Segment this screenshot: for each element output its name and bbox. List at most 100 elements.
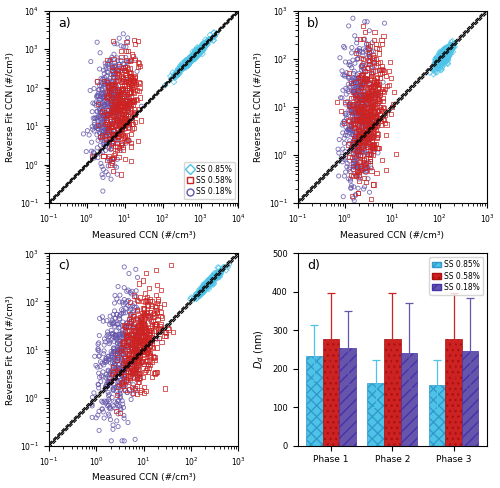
Point (348, 81, 356, 89)
Point (127, 69, 135, 77)
Point (118, 350, 126, 358)
Point (99, 75, 107, 83)
Point (114, 347, 122, 355)
Point (183, 61, 191, 69)
Point (156, 312, 164, 320)
Point (360, 80, 368, 88)
Point (100, 414, 108, 422)
Point (136, 339, 143, 347)
Point (206, 277, 214, 285)
Point (390, 88, 398, 96)
Point (356, 137, 364, 144)
Point (360, 124, 368, 132)
Point (368, 102, 376, 110)
Point (102, 109, 110, 117)
Point (126, 318, 134, 325)
Point (122, 119, 130, 126)
Point (121, 155, 129, 163)
Point (128, 389, 136, 397)
Point (99, 317, 107, 325)
Point (102, 88, 110, 96)
Point (188, 57, 196, 64)
Point (136, 325, 144, 333)
Point (342, 168, 349, 176)
Point (108, 123, 116, 131)
Point (114, 378, 122, 386)
Point (105, 135, 113, 143)
Point (362, 155, 370, 163)
Point (192, 48, 200, 56)
Point (104, 69, 112, 77)
Point (126, 82, 134, 90)
Point (134, 327, 142, 335)
Point (367, 144, 375, 152)
Point (356, 47, 364, 55)
Point (210, 273, 218, 281)
Point (120, 361, 128, 369)
Point (120, 66, 128, 74)
Point (354, 71, 362, 79)
Point (350, 109, 358, 117)
Point (210, 274, 218, 282)
Point (372, 112, 380, 120)
Point (108, 366, 116, 374)
Point (100, 108, 108, 116)
Point (351, 91, 359, 99)
Point (126, 98, 134, 106)
Point (358, 167, 366, 175)
Point (112, 122, 120, 130)
Point (109, 421, 117, 429)
Point (123, 38, 131, 46)
Point (108, 370, 116, 378)
Point (355, 117, 363, 125)
Point (112, 350, 120, 358)
Point (99, 373, 107, 381)
Point (350, 100, 358, 108)
Point (135, 347, 143, 355)
Point (117, 90, 125, 98)
Point (448, 45, 456, 53)
Point (121, 355, 129, 363)
Point (435, 57, 443, 65)
Point (118, 309, 126, 317)
Point (376, 58, 384, 65)
Point (357, 102, 365, 110)
Point (132, 349, 140, 357)
Point (354, 147, 362, 155)
Point (110, 68, 118, 76)
Point (180, 61, 188, 69)
Point (378, 157, 386, 164)
Point (352, 137, 360, 145)
Point (120, 301, 128, 308)
Point (350, 146, 358, 154)
Point (177, 65, 185, 73)
Point (128, 360, 136, 368)
Point (94, 363, 102, 371)
Point (186, 56, 194, 63)
Point (122, 325, 130, 332)
Point (358, 111, 366, 119)
Point (198, 284, 206, 292)
Point (378, 62, 386, 70)
Point (120, 307, 128, 315)
Point (128, 81, 136, 89)
Point (360, 79, 368, 86)
Point (136, 343, 143, 350)
Point (188, 55, 196, 62)
Point (375, 66, 383, 74)
Point (117, 126, 125, 134)
Point (104, 81, 112, 89)
Point (121, 360, 129, 368)
Point (93, 131, 101, 139)
Point (202, 36, 209, 43)
Point (124, 120, 132, 127)
Point (173, 68, 181, 76)
Point (94, 86, 102, 94)
Point (213, 270, 221, 278)
Point (368, 48, 376, 56)
Point (438, 58, 446, 65)
Point (210, 274, 218, 282)
Point (106, 110, 114, 118)
Point (202, 279, 210, 287)
Point (354, 105, 362, 113)
